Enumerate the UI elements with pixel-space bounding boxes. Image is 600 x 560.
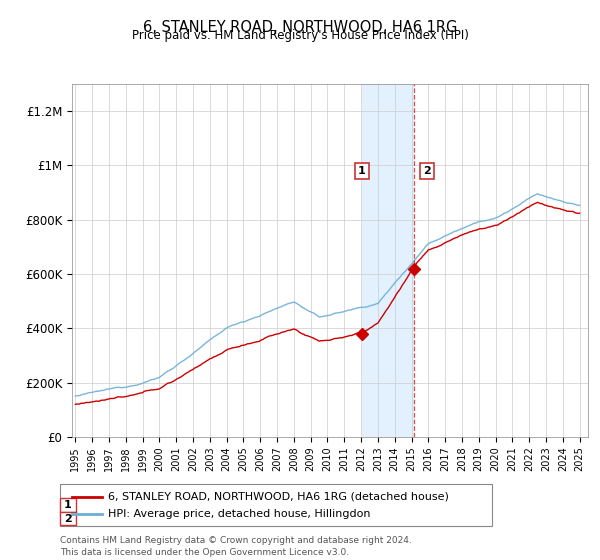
Text: 1: 1 [358, 166, 366, 176]
Text: 12-FEB-2015: 12-FEB-2015 [84, 514, 155, 524]
Text: 6, STANLEY ROAD, NORTHWOOD, HA6 1RG (detached house): 6, STANLEY ROAD, NORTHWOOD, HA6 1RG (det… [108, 492, 449, 502]
Text: Contains HM Land Registry data © Crown copyright and database right 2024.
This d: Contains HM Land Registry data © Crown c… [60, 536, 412, 557]
Text: 2: 2 [423, 166, 431, 176]
Text: 2: 2 [64, 514, 71, 524]
Text: HPI: Average price, detached house, Hillingdon: HPI: Average price, detached house, Hill… [108, 508, 371, 519]
Text: 6, STANLEY ROAD, NORTHWOOD, HA6 1RG: 6, STANLEY ROAD, NORTHWOOD, HA6 1RG [143, 20, 457, 35]
Text: 22% ↓ HPI: 22% ↓ HPI [360, 500, 419, 510]
Text: Price paid vs. HM Land Registry's House Price Index (HPI): Price paid vs. HM Land Registry's House … [131, 29, 469, 42]
Text: 3% ↓ HPI: 3% ↓ HPI [360, 514, 412, 524]
Text: 1: 1 [64, 500, 71, 510]
Text: £620,000: £620,000 [252, 514, 305, 524]
Text: £380,000: £380,000 [252, 500, 305, 510]
Bar [362, 84, 413, 437]
Text: 20-JAN-2012: 20-JAN-2012 [84, 500, 154, 510]
